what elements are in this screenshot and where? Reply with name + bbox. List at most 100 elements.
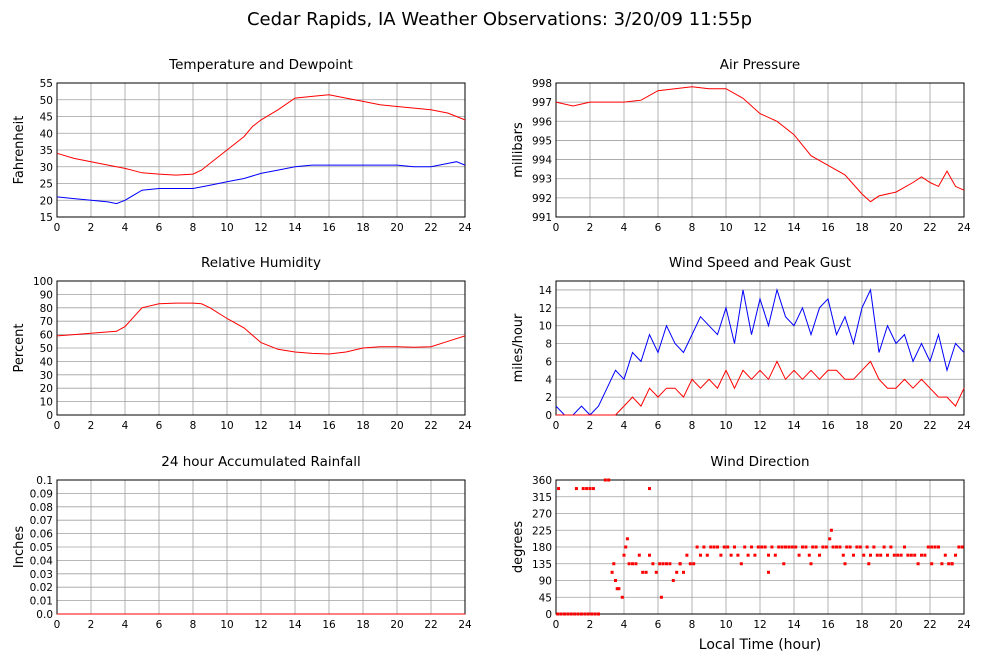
data-point: [709, 545, 713, 549]
y-tick-label: 992: [532, 193, 552, 205]
data-point: [954, 553, 957, 557]
y-tick-label: 0.0: [36, 609, 53, 621]
data-point: [581, 487, 585, 491]
x-tick-label: 18: [356, 222, 369, 234]
y-tick-label: 0: [545, 410, 552, 422]
data-point: [705, 553, 709, 557]
data-point: [756, 545, 760, 549]
plot-frame: [56, 82, 466, 218]
chart-pressure: 0 2 4 6 8 10 12 14 16 18 20 22 249919929939949959969…: [511, 57, 971, 234]
data-point: [845, 545, 849, 549]
data-point: [875, 553, 879, 557]
x-tick-label: 2: [587, 619, 594, 631]
data-point: [574, 487, 578, 491]
x-tick-label: 22: [424, 222, 437, 234]
data-point: [557, 487, 561, 491]
data-point: [648, 553, 651, 557]
y-tick-label: 10: [40, 397, 53, 409]
x-tick-label: 22: [923, 420, 936, 432]
y-tick-label: 0.07: [30, 515, 53, 527]
plot-frame: [56, 280, 466, 416]
data-point: [896, 553, 900, 557]
x-tick-label: 22: [424, 619, 437, 631]
data-point: [811, 545, 815, 549]
data-point: [906, 553, 910, 557]
y-axis-label: Fahrenheit: [12, 116, 27, 185]
data-point: [886, 553, 889, 557]
data-point: [682, 570, 685, 574]
x-tick-label: 14: [787, 420, 801, 432]
y-tick-label: 8: [545, 339, 552, 351]
data-point: [610, 570, 614, 574]
data-point: [671, 579, 675, 582]
chart-title: Relative Humidity: [201, 255, 321, 271]
y-tick-label: 0: [46, 410, 53, 422]
x-tick-label: 6: [156, 619, 163, 631]
y-tick-label: 6: [545, 356, 552, 368]
x-tick-label: 14: [288, 420, 302, 432]
y-axis-label: miles/hour: [511, 313, 526, 382]
x-tick-label: 4: [122, 420, 129, 432]
data-point: [855, 545, 859, 549]
x-tick-label: 24: [957, 420, 971, 432]
chart-title: Wind Direction: [710, 454, 809, 470]
x-tick-label: 20: [390, 222, 403, 234]
x-tick-label: 12: [753, 222, 766, 234]
y-tick-label: 45: [40, 112, 53, 124]
data-point: [688, 562, 692, 566]
x-tick-label: 10: [220, 619, 233, 631]
x-tick-label: 8: [190, 619, 197, 631]
data-point: [573, 612, 577, 616]
data-point: [858, 545, 862, 549]
x-tick-label: 6: [156, 420, 163, 432]
data-point: [882, 545, 886, 549]
x-tick-label: 24: [458, 619, 472, 631]
y-tick-label: 135: [532, 559, 552, 571]
y-tick-label: 60: [40, 330, 53, 342]
x-tick-label: 16: [322, 619, 336, 631]
data-point: [654, 570, 658, 574]
data-point: [930, 562, 934, 566]
data-point: [892, 553, 896, 557]
plot-frame: [555, 280, 965, 416]
y-tick-label: 30: [40, 162, 53, 174]
data-point: [848, 545, 852, 549]
data-point: [909, 553, 913, 557]
data-point: [641, 570, 645, 574]
data-point: [622, 553, 626, 557]
x-tick-label: 4: [621, 420, 628, 432]
data-point: [631, 562, 634, 566]
x-tick-label: 10: [220, 420, 233, 432]
data-point: [659, 595, 663, 599]
x-tick-label: 4: [621, 619, 628, 631]
series-line-1: [56, 161, 466, 205]
y-tick-label: 180: [532, 542, 552, 554]
data-point: [824, 545, 828, 549]
data-point: [702, 545, 706, 549]
data-point: [920, 553, 923, 557]
data-point: [804, 545, 808, 549]
data-point: [675, 570, 679, 574]
x-tick-label: 14: [787, 619, 801, 631]
data-point: [865, 545, 869, 549]
data-point: [593, 612, 597, 616]
data-point: [807, 553, 811, 557]
data-point: [566, 612, 570, 616]
y-tick-label: 15: [40, 212, 53, 224]
x-tick-label: 2: [88, 420, 95, 432]
data-point: [637, 553, 641, 557]
x-tick-label: 22: [923, 619, 936, 631]
y-tick-label: 12: [539, 303, 552, 315]
data-point: [831, 545, 835, 549]
data-point: [644, 570, 648, 574]
x-tick-label: 12: [254, 619, 267, 631]
data-point: [648, 487, 651, 491]
x-tick-label: 20: [390, 619, 403, 631]
data-point: [590, 612, 594, 616]
x-tick-label: 12: [753, 619, 766, 631]
data-point: [841, 553, 845, 557]
x-tick-label: 14: [787, 222, 801, 234]
data-point: [767, 570, 770, 574]
